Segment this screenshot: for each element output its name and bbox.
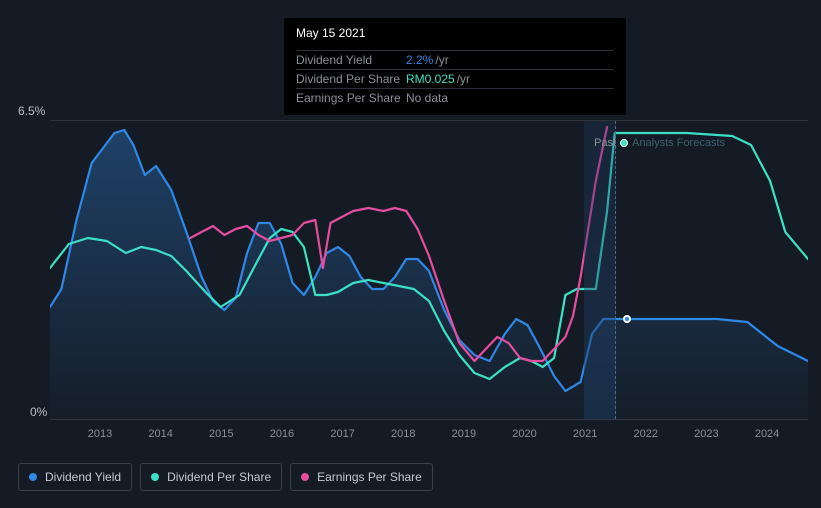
x-axis-tick: 2023	[694, 428, 718, 440]
tooltip-date: May 15 2021	[296, 26, 614, 46]
x-axis-tick: 2015	[209, 428, 233, 440]
legend-item-earnings-per-share[interactable]: Earnings Per Share	[290, 463, 433, 491]
x-axis-tick: 2019	[452, 428, 476, 440]
x-axis-tick: 2020	[512, 428, 536, 440]
series-dividend-yield-area	[50, 130, 808, 421]
chart-container: 6.5% 0% Past Analysts Forecasts	[18, 100, 808, 420]
y-axis-min: 0%	[30, 405, 47, 419]
x-axis-labels: 2013 2014 2015 2016 2017 2018 2019 2020 2021 2022…	[50, 428, 808, 444]
tooltip-row-label: Dividend Yield	[296, 53, 406, 67]
legend-dot	[301, 473, 309, 481]
x-axis-tick: 2017	[330, 428, 354, 440]
hover-point	[623, 315, 631, 323]
chart-legend: Dividend Yield Dividend Per Share Earnings…	[18, 463, 433, 491]
tooltip-row-unit: /yr	[435, 53, 448, 67]
legend-label: Dividend Yield	[45, 470, 121, 484]
x-axis-tick: 2014	[148, 428, 172, 440]
tooltip-row: Dividend Yield2.2%/yr	[296, 50, 614, 69]
chart-plot-area[interactable]: Past Analysts Forecasts	[50, 120, 808, 420]
x-axis-tick: 2013	[88, 428, 112, 440]
x-axis-tick: 2022	[634, 428, 658, 440]
legend-item-dividend-yield[interactable]: Dividend Yield	[18, 463, 132, 491]
forecast-label: Analysts Forecasts	[632, 137, 725, 149]
tooltip-row-value: RM0.025	[406, 72, 455, 86]
legend-label: Dividend Per Share	[167, 470, 271, 484]
legend-dot	[151, 473, 159, 481]
tooltip-row-label: Dividend Per Share	[296, 72, 406, 86]
past-label: Past	[594, 137, 616, 149]
y-axis-max: 6.5%	[18, 104, 45, 118]
tooltip-row-value: 2.2%	[406, 53, 433, 67]
x-axis-tick: 2016	[270, 428, 294, 440]
forecast-divider: Past Analysts Forecasts	[594, 137, 725, 149]
legend-dot	[29, 473, 37, 481]
x-axis-tick: 2024	[755, 428, 779, 440]
legend-label: Earnings Per Share	[317, 470, 422, 484]
tooltip-row-unit: /yr	[457, 72, 470, 86]
hover-line	[615, 121, 616, 419]
forecast-marker-dot	[620, 139, 628, 147]
x-axis-tick: 2021	[573, 428, 597, 440]
legend-item-dividend-per-share[interactable]: Dividend Per Share	[140, 463, 282, 491]
tooltip-row: Dividend Per ShareRM0.025/yr	[296, 69, 614, 88]
hover-band	[584, 121, 616, 419]
x-axis-tick: 2018	[391, 428, 415, 440]
